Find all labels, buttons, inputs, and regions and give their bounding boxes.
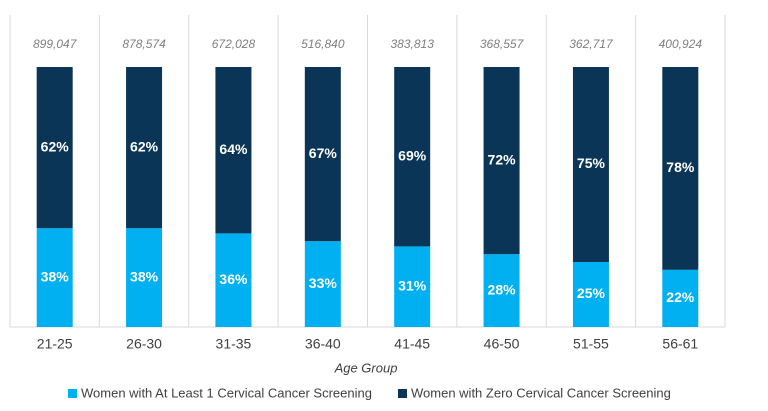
bar-segment: [36, 67, 73, 229]
x-tick-label: 56-61: [662, 336, 698, 352]
segment-label: 67%: [309, 145, 338, 161]
total-label: 368,557: [480, 37, 525, 51]
x-tick-label: 36-40: [305, 336, 341, 352]
segment-label: 38%: [41, 268, 70, 284]
bar-segment: [572, 67, 609, 262]
bar-segment: [483, 254, 520, 327]
segment-label: 22%: [666, 289, 695, 305]
total-label: 516,840: [301, 37, 345, 51]
total-label: 400,924: [659, 37, 703, 51]
total-label: 383,813: [390, 37, 434, 51]
bar-segment: [662, 269, 699, 327]
segment-label: 69%: [398, 147, 427, 163]
x-axis-title: Age Group: [334, 360, 398, 375]
bar-segment: [304, 241, 341, 327]
legend-label: Women with Zero Cervical Cancer Screenin…: [411, 385, 671, 400]
segment-label: 28%: [488, 281, 517, 297]
segment-label: 25%: [577, 285, 606, 301]
segment-label: 38%: [130, 268, 159, 284]
segment-label: 72%: [488, 151, 517, 167]
segment-label: 78%: [666, 159, 695, 175]
bar-segment: [662, 67, 699, 270]
legend-swatch: [398, 389, 407, 398]
segment-label: 62%: [41, 138, 70, 154]
bar-segment: [394, 246, 431, 327]
segment-label: 62%: [130, 138, 159, 154]
x-tick-label: 51-55: [573, 336, 609, 352]
bar-segment: [483, 67, 520, 255]
segment-label: 64%: [219, 141, 248, 157]
bar-segment: [126, 67, 163, 229]
bar-segment: [572, 262, 609, 327]
bar-segment: [36, 228, 73, 327]
total-label: 672,028: [212, 37, 256, 51]
bar-segment: [394, 67, 431, 247]
bar-segment: [215, 233, 252, 327]
total-label: 878,574: [122, 37, 166, 51]
segment-label: 31%: [398, 277, 427, 293]
bar-segment: [304, 67, 341, 242]
segment-label: 33%: [309, 275, 338, 291]
segment-label: 75%: [577, 155, 606, 171]
total-label: 362,717: [569, 37, 614, 51]
x-tick-label: 46-50: [484, 336, 520, 352]
total-label: 899,047: [33, 37, 78, 51]
x-tick-label: 26-30: [126, 336, 162, 352]
bar-segment: [215, 67, 252, 234]
legend-label: Women with At Least 1 Cervical Cancer Sc…: [81, 385, 372, 400]
x-tick-label: 21-25: [37, 336, 73, 352]
x-tick-label: 41-45: [394, 336, 430, 352]
x-tick-label: 31-35: [216, 336, 252, 352]
segment-label: 36%: [219, 271, 248, 287]
legend-swatch: [68, 389, 77, 398]
bar-segment: [126, 228, 163, 327]
